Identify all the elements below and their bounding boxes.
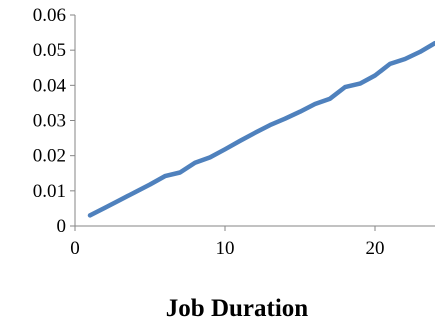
series-line-0 — [87, 40, 435, 218]
x-axis-tick-labels: 0 10 20 — [70, 238, 384, 259]
y-tick-label: 0.04 — [33, 75, 67, 96]
y-tick-label: 0.05 — [33, 40, 66, 61]
series-layer — [87, 40, 435, 218]
y-tick-label: 0.03 — [33, 111, 66, 132]
x-tick-label: 20 — [366, 238, 385, 259]
x-tick-label: 0 — [70, 238, 80, 259]
x-axis-title: Job Duration — [166, 295, 308, 322]
y-tick-label: 0.06 — [33, 5, 66, 26]
x-tick-label: 10 — [216, 238, 235, 259]
y-tick-label: 0 — [57, 216, 67, 237]
y-tick-label: 0.02 — [33, 146, 66, 167]
axes — [70, 14, 435, 231]
y-axis-tick-labels: 0 0.01 0.02 0.03 0.04 0.05 0.06 — [33, 5, 67, 237]
y-tick-label: 0.01 — [33, 181, 66, 202]
